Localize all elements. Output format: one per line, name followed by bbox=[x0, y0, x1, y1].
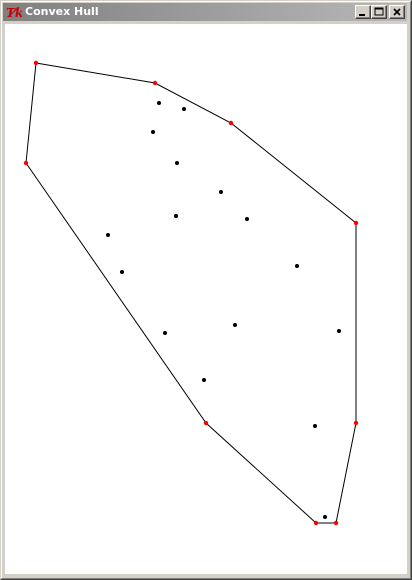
hull-vertex-point bbox=[203, 420, 209, 426]
interior-point bbox=[175, 161, 179, 165]
hull-vertex-point bbox=[23, 160, 29, 166]
interior-point bbox=[245, 217, 249, 221]
maximize-icon bbox=[374, 7, 384, 16]
window-bottom-edge bbox=[5, 574, 407, 577]
tk-feather-icon[interactable]: Tk bbox=[6, 5, 23, 20]
title-bar[interactable]: Tk Convex Hull bbox=[3, 3, 407, 21]
minimize-icon bbox=[359, 14, 365, 16]
interior-point bbox=[313, 424, 317, 428]
interior-point bbox=[120, 270, 124, 274]
maximize-button[interactable] bbox=[371, 5, 387, 19]
hull-vertex-point bbox=[353, 220, 359, 226]
hull-vertex-point bbox=[228, 120, 234, 126]
window-title: Convex Hull bbox=[25, 5, 99, 18]
interior-point bbox=[157, 101, 161, 105]
interior-point bbox=[295, 264, 299, 268]
interior-point bbox=[106, 233, 110, 237]
hull-plot bbox=[23, 60, 359, 526]
hull-vertex-point bbox=[313, 520, 319, 526]
close-icon bbox=[393, 8, 401, 16]
interior-point bbox=[233, 323, 237, 327]
close-button[interactable] bbox=[389, 5, 405, 19]
minimize-button[interactable] bbox=[355, 5, 371, 19]
drawing-canvas[interactable] bbox=[5, 24, 407, 574]
interior-point bbox=[219, 190, 223, 194]
interior-point bbox=[174, 214, 178, 218]
interior-point bbox=[202, 378, 206, 382]
convex-hull-outline bbox=[25, 62, 357, 524]
hull-vertex-point bbox=[152, 80, 158, 86]
interior-point bbox=[323, 515, 327, 519]
interior-point bbox=[337, 329, 341, 333]
interior-point bbox=[163, 331, 167, 335]
svg-text:Tk: Tk bbox=[6, 6, 22, 19]
hull-vertex-point bbox=[333, 520, 339, 526]
interior-point bbox=[182, 107, 186, 111]
hull-vertex-point bbox=[353, 420, 359, 426]
hull-vertex-point bbox=[33, 60, 39, 66]
interior-point bbox=[151, 130, 155, 134]
